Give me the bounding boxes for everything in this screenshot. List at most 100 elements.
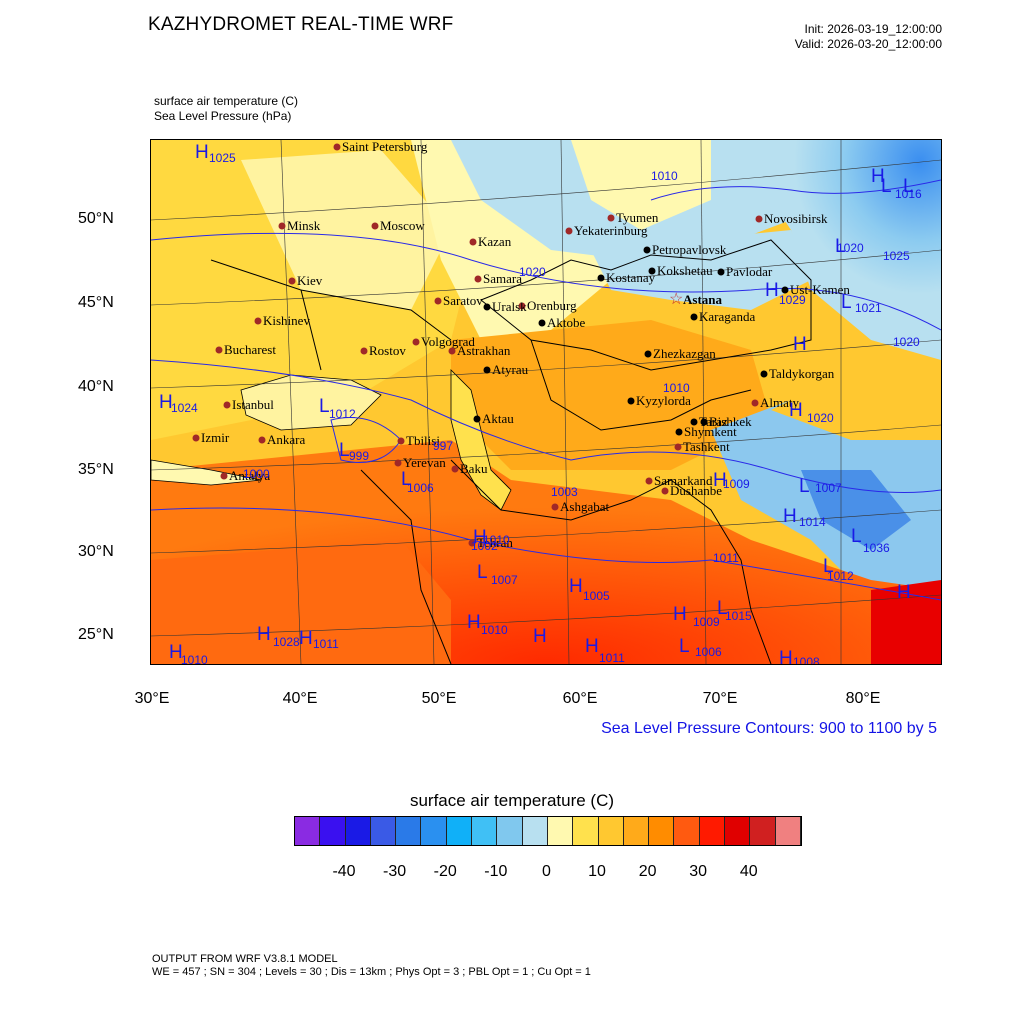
city-marker	[434, 297, 442, 305]
pressure-value-label: 1010	[663, 381, 690, 395]
city-marker	[644, 350, 652, 358]
low-pressure-marker: L	[679, 636, 690, 657]
pressure-value-label: 1009	[723, 477, 750, 491]
hot-zone-arabia	[151, 540, 451, 664]
footer-model: OUTPUT FROM WRF V3.8.1 MODEL	[152, 953, 338, 965]
city-marker	[781, 286, 789, 294]
colorbar-title: surface air temperature (C)	[409, 791, 615, 810]
city-label: Samara	[483, 271, 522, 286]
colorbar-swatch	[750, 817, 776, 845]
city-marker	[755, 215, 763, 223]
city-label: Kokshetau	[657, 263, 713, 278]
city-marker	[645, 477, 653, 485]
pressure-value-label: 999	[349, 449, 369, 463]
city-label: Yerevan	[403, 455, 446, 470]
low-pressure-marker: L	[823, 556, 834, 577]
city-marker	[538, 319, 546, 327]
isobars	[151, 179, 941, 601]
pressure-value-label: 1005	[583, 589, 610, 603]
high-pressure-marker: H	[793, 334, 807, 355]
high-pressure-marker: H	[257, 624, 271, 645]
pressure-value-label: 1011	[599, 651, 625, 664]
footer-params: WE = 457 ; SN = 304 ; Levels = 30 ; Dis …	[152, 966, 591, 978]
pressure-value-label: 1016	[895, 187, 922, 201]
city-label: Dushanbe	[670, 483, 722, 498]
high-pressure-marker: H	[783, 506, 797, 527]
pressure-value-label: 1011	[313, 637, 339, 651]
lon-label: 60°E	[562, 690, 598, 707]
pressure-value-label: 1006	[695, 645, 722, 659]
high-pressure-marker: H	[673, 604, 687, 625]
city-label: Astrakhan	[457, 343, 511, 358]
city-label: Kazan	[478, 234, 512, 249]
low-pressure-marker: L	[339, 440, 350, 461]
city-label: Bucharest	[224, 342, 276, 357]
city-marker	[751, 399, 759, 407]
cold-zone-himalaya	[801, 470, 911, 550]
low-pressure-marker: L	[717, 598, 728, 619]
variable-label-temperature: surface air temperature (C)	[154, 94, 299, 108]
city-label: Rostov	[369, 343, 406, 358]
pressure-value-label: 1010	[181, 653, 208, 664]
city-marker	[469, 238, 477, 246]
colorbar-swatch	[345, 817, 371, 845]
colorbar-swatch	[674, 817, 700, 845]
low-pressure-marker: L	[799, 476, 810, 497]
lat-label: 35°N	[78, 461, 114, 478]
city-marker	[597, 274, 605, 282]
city-label: Tbilisi	[406, 433, 440, 448]
colorbar-label: -40	[332, 863, 356, 880]
high-pressure-marker: H	[713, 470, 727, 491]
city-label: Samarkand	[654, 473, 713, 488]
colorbar-label: -30	[383, 863, 407, 880]
pressure-value-label: 1020	[893, 335, 920, 349]
low-pressure-marker: L	[881, 176, 892, 197]
colorbar-swatch	[775, 817, 801, 845]
city-label: Kyzylorda	[636, 393, 691, 408]
city-marker	[468, 539, 476, 547]
city-marker	[215, 346, 223, 354]
city-marker	[397, 437, 405, 445]
colorbar-label: -10	[484, 863, 508, 880]
city-label: Tyumen	[616, 210, 659, 225]
pressure-value-label: 1008	[793, 655, 820, 664]
city-label: Ashgabat	[560, 499, 609, 514]
city-marker	[565, 227, 573, 235]
colorbar-swatch	[497, 817, 523, 845]
city-label: Pavlodar	[726, 264, 773, 279]
city-label: Uralsk	[492, 299, 527, 314]
pressure-value-label: 1011	[713, 551, 739, 565]
lon-label: 40°E	[282, 690, 318, 707]
city-label: Taldykorgan	[769, 366, 835, 381]
city-label: Saint Petersburg	[342, 140, 428, 154]
high-pressure-marker: H	[195, 142, 209, 163]
high-pressure-marker: H	[897, 582, 911, 603]
pressure-value-label: 1006	[407, 481, 434, 495]
colorbar-label: 40	[739, 863, 758, 880]
warm-zone-tarim	[771, 370, 941, 440]
pressure-value-label: 1012	[827, 569, 854, 583]
colorbar	[294, 816, 802, 846]
low-pressure-marker: L	[477, 562, 488, 583]
city-marker	[258, 436, 266, 444]
pressure-value-label: 1025	[209, 151, 236, 165]
low-pressure-marker: L	[903, 176, 914, 197]
black-sea	[240, 374, 382, 431]
city-marker	[607, 214, 615, 222]
high-pressure-marker: H	[779, 648, 793, 664]
city-label: Petropavlovsk	[652, 242, 727, 257]
city-label: Istanbul	[232, 397, 274, 412]
city-label: Atyrau	[492, 362, 529, 377]
pressure-value-label: 1010	[481, 623, 508, 637]
high-pressure-marker: H	[159, 392, 173, 413]
lat-label: 40°N	[78, 378, 114, 395]
colorbar-label: 30	[689, 863, 708, 880]
pressure-value-label: 997	[433, 439, 453, 453]
colorbar-swatch	[295, 817, 321, 845]
pressure-value-label: 1010	[651, 169, 678, 183]
colorbar-swatch	[421, 817, 447, 845]
lon-label: 30°E	[134, 690, 170, 707]
colorbar-label: 20	[638, 863, 657, 880]
city-label: Kishinev	[263, 313, 310, 328]
city-label: Baku	[460, 461, 488, 476]
